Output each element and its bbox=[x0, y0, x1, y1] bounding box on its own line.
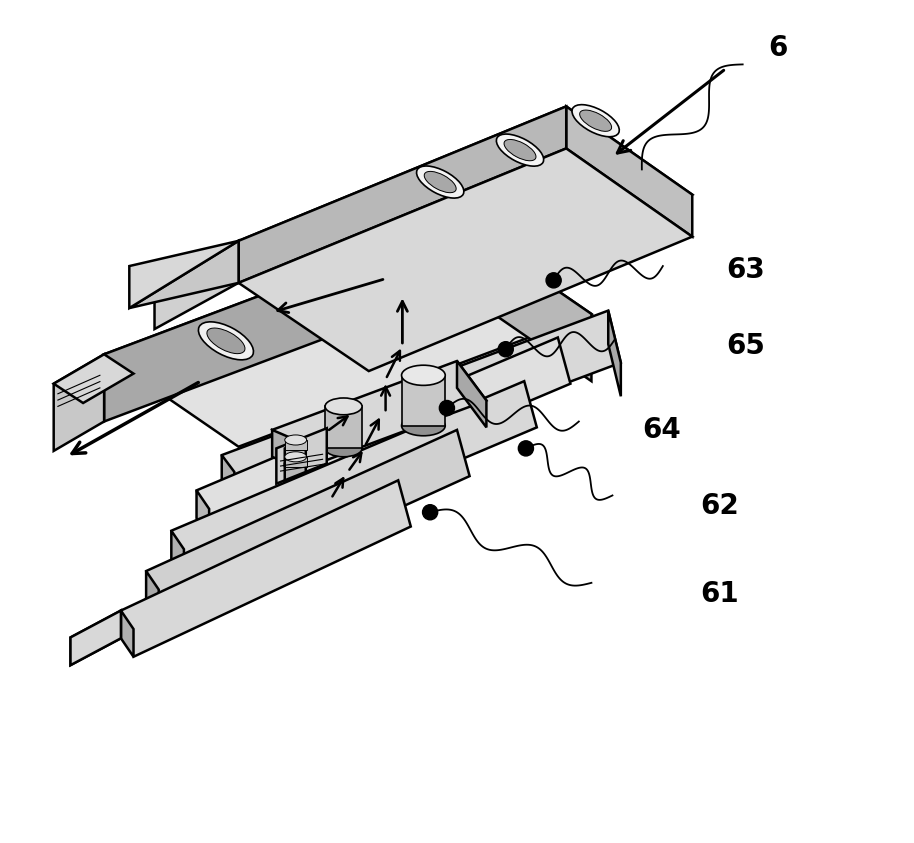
Ellipse shape bbox=[285, 435, 306, 445]
Ellipse shape bbox=[401, 365, 445, 385]
Polygon shape bbox=[121, 610, 133, 657]
Polygon shape bbox=[457, 361, 486, 427]
Text: 63: 63 bbox=[726, 256, 765, 284]
Circle shape bbox=[498, 341, 514, 357]
Polygon shape bbox=[272, 430, 302, 470]
Polygon shape bbox=[608, 310, 621, 396]
Polygon shape bbox=[70, 610, 121, 665]
Polygon shape bbox=[567, 106, 692, 237]
Polygon shape bbox=[285, 440, 306, 465]
Polygon shape bbox=[239, 148, 692, 371]
Polygon shape bbox=[276, 428, 327, 484]
Polygon shape bbox=[154, 241, 239, 329]
Polygon shape bbox=[197, 337, 570, 537]
Text: 65: 65 bbox=[726, 332, 765, 360]
Polygon shape bbox=[129, 241, 239, 308]
Text: 61: 61 bbox=[701, 580, 739, 608]
Text: 64: 64 bbox=[642, 416, 681, 444]
Ellipse shape bbox=[572, 105, 620, 137]
Text: 6: 6 bbox=[768, 34, 787, 62]
Ellipse shape bbox=[496, 134, 544, 166]
Polygon shape bbox=[171, 381, 537, 577]
Polygon shape bbox=[197, 491, 209, 537]
Polygon shape bbox=[70, 610, 121, 665]
Polygon shape bbox=[457, 222, 591, 381]
Polygon shape bbox=[171, 531, 184, 577]
Ellipse shape bbox=[579, 110, 611, 132]
Polygon shape bbox=[104, 222, 457, 422]
Ellipse shape bbox=[207, 328, 245, 354]
Polygon shape bbox=[222, 455, 234, 507]
Ellipse shape bbox=[424, 171, 456, 193]
Polygon shape bbox=[272, 361, 486, 470]
Polygon shape bbox=[401, 375, 445, 426]
Polygon shape bbox=[129, 241, 239, 308]
Ellipse shape bbox=[401, 416, 445, 436]
Ellipse shape bbox=[504, 139, 536, 161]
Polygon shape bbox=[104, 222, 591, 447]
Polygon shape bbox=[146, 430, 470, 617]
Polygon shape bbox=[239, 106, 692, 329]
Ellipse shape bbox=[198, 322, 253, 360]
Polygon shape bbox=[54, 354, 104, 451]
Ellipse shape bbox=[417, 166, 463, 198]
Polygon shape bbox=[54, 354, 133, 403]
Polygon shape bbox=[285, 457, 306, 467]
Circle shape bbox=[546, 273, 561, 288]
Polygon shape bbox=[121, 481, 410, 657]
Ellipse shape bbox=[325, 398, 362, 415]
Polygon shape bbox=[325, 406, 362, 448]
Circle shape bbox=[440, 400, 454, 416]
Text: 62: 62 bbox=[701, 491, 739, 519]
Polygon shape bbox=[222, 310, 621, 507]
Circle shape bbox=[518, 441, 534, 456]
Ellipse shape bbox=[325, 440, 362, 457]
Polygon shape bbox=[285, 440, 306, 450]
Polygon shape bbox=[239, 106, 567, 283]
Polygon shape bbox=[285, 455, 306, 481]
Circle shape bbox=[422, 505, 438, 520]
Ellipse shape bbox=[285, 452, 306, 462]
Polygon shape bbox=[146, 571, 159, 617]
